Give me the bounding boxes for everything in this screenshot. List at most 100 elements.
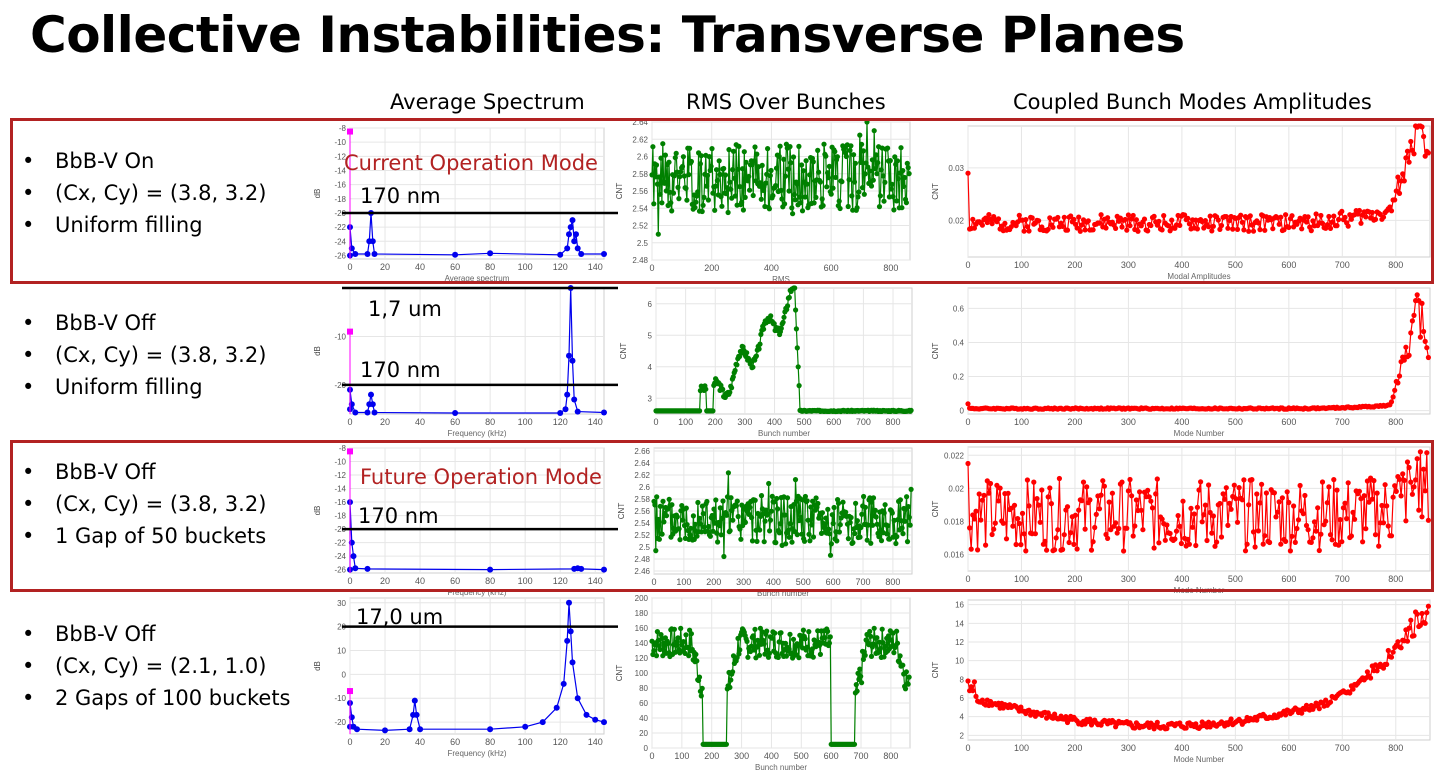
data-point: [758, 196, 764, 202]
data-point: [1066, 539, 1072, 546]
x-tick-label: 100: [1014, 417, 1029, 427]
data-point: [847, 519, 853, 526]
data-point: [1336, 216, 1342, 223]
data-point: [777, 521, 783, 527]
x-tick-label: 500: [797, 417, 812, 427]
data-point: [1092, 524, 1098, 531]
data-point: [857, 132, 863, 138]
data-point: [698, 521, 704, 527]
data-point: [827, 531, 833, 537]
x-tick-label: 140: [588, 417, 603, 427]
data-point: [858, 673, 864, 679]
data-point: [1114, 530, 1120, 536]
x-tick-label: 500: [1228, 260, 1243, 270]
x-axis-label: Bunch number: [758, 429, 810, 438]
data-point: [796, 383, 802, 389]
data-point: [905, 165, 911, 171]
data-point: [983, 542, 989, 548]
y-tick-label: -22: [334, 539, 346, 548]
data-point: [1127, 476, 1133, 483]
data-point: [995, 498, 1002, 504]
data-point: [659, 531, 665, 537]
data-point: [737, 647, 743, 653]
data-point: [1311, 519, 1318, 525]
data-point: [1137, 489, 1143, 495]
data-point: [878, 167, 884, 173]
data-point: [862, 171, 868, 177]
data-point: [747, 504, 753, 510]
data-point: [904, 160, 910, 166]
y-tick-label: 200: [635, 594, 649, 603]
data-point: [686, 172, 692, 178]
data-point: [1132, 523, 1138, 529]
data-point: [756, 652, 763, 658]
y-tick-label: 140: [635, 639, 649, 648]
data-point: [650, 144, 656, 150]
data-point: [1021, 531, 1027, 537]
data-point: [564, 391, 571, 398]
data-point: [765, 146, 771, 152]
data-point: [813, 194, 819, 200]
data-point: [965, 401, 971, 407]
data-point: [806, 531, 812, 537]
y-tick-label: 2.66: [634, 447, 650, 456]
spectrum-2-line-label-1: 1,7 um: [368, 297, 442, 321]
data-point: [799, 531, 805, 537]
data-point: [749, 515, 755, 521]
rms-3-chart: 0 100 200 300 400 500 600 700 800 2.46 2.48 2.5 2.52…: [617, 447, 914, 598]
slide-title: Collective Instabilities: Transverse Pla…: [30, 6, 1185, 64]
y-tick-label: 2.5: [639, 543, 651, 552]
data-point: [1082, 526, 1088, 532]
x-axis-label: Bunch number: [755, 763, 807, 772]
data-point: [684, 522, 690, 528]
data-point: [867, 628, 873, 635]
data-point: [364, 409, 371, 416]
data-point: [965, 170, 971, 176]
data-point: [1210, 513, 1216, 519]
data-point: [861, 191, 867, 197]
data-point: [452, 251, 459, 258]
list-item: • (Cx, Cy) = (3.8, 3.2): [22, 181, 267, 205]
data-point: [872, 507, 878, 513]
data-point: [1403, 155, 1409, 161]
rms-4-chart: 0 100 200 300 400 500 600 700 800 0 20 40 60 80 100 120…: [615, 594, 912, 772]
marker-point: [347, 448, 353, 455]
rms-2-chart: 0 100 200 300 400 500 600 700 800 3 4 5 6 Bunch numbe…: [619, 285, 914, 438]
data-point: [763, 507, 769, 513]
data-point: [798, 514, 804, 521]
data-point: [797, 194, 803, 200]
y-tick-label: 2.62: [634, 471, 650, 480]
data-point: [745, 654, 751, 660]
data-point: [578, 565, 585, 572]
y-tick-label: -10: [334, 694, 346, 703]
y-tick-label: -26: [334, 566, 346, 575]
data-point: [684, 197, 690, 203]
data-point: [798, 200, 804, 206]
data-point: [679, 163, 686, 170]
data-point: [737, 526, 743, 532]
data-point: [675, 635, 681, 641]
data-point: [781, 156, 787, 162]
data-point: [802, 636, 808, 642]
plot-area: [967, 287, 1431, 415]
data-point: [872, 166, 878, 172]
data-point: [1319, 479, 1326, 485]
data-point: [793, 307, 799, 313]
data-point: [1045, 494, 1051, 500]
data-point: [792, 197, 798, 203]
data-point: [782, 173, 789, 179]
data-point: [784, 495, 791, 501]
data-point: [773, 183, 779, 189]
y-tick-label: 8: [960, 675, 965, 684]
data-point: [1044, 547, 1050, 553]
y-tick-label: 2.48: [634, 555, 650, 564]
data-point: [1270, 226, 1276, 232]
data-point: [970, 512, 976, 518]
data-point: [839, 179, 845, 185]
y-tick-label: 0.016: [944, 550, 965, 559]
spectrum-1-chart: 0 20 40 60 80 100 120 140 -8 -10 -12 -14 -16 -18 -20 -2…: [313, 124, 618, 283]
data-point: [708, 163, 714, 169]
data-point: [1398, 493, 1404, 499]
y-axis-label: dB: [313, 189, 322, 199]
